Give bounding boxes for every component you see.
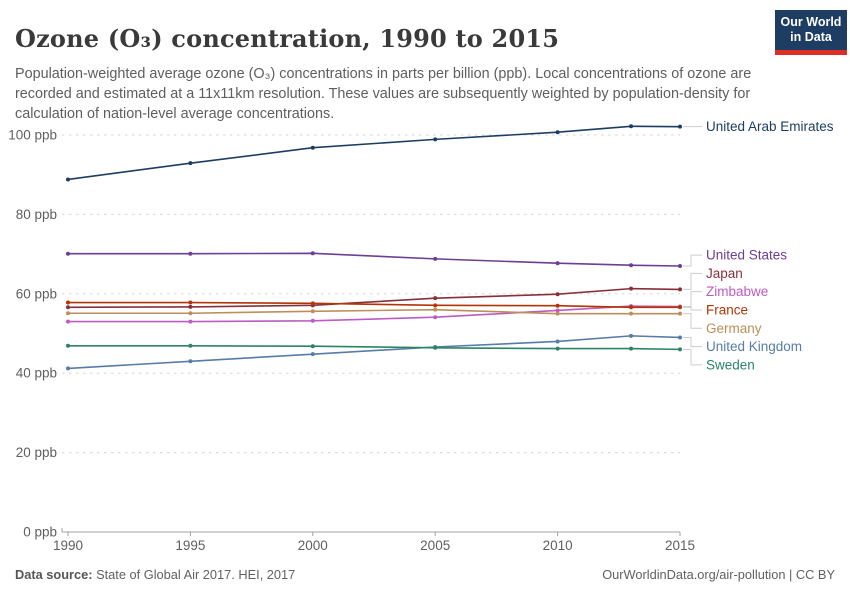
series-point-united-arab-emirates-2010[interactable] [555, 130, 560, 135]
series-point-sweden-2000[interactable] [310, 344, 315, 349]
series-label-sweden[interactable]: Sweden [706, 357, 755, 372]
series-line-sweden[interactable] [68, 345, 681, 351]
series-point-united-kingdom-2013[interactable] [629, 333, 634, 338]
series-line-germany[interactable] [68, 308, 680, 315]
series-point-zimbabwe-2005[interactable] [433, 315, 438, 320]
page-footer: Data source: State of Global Air 2017. H… [15, 567, 835, 582]
series-point-united-arab-emirates-2000[interactable] [310, 145, 315, 150]
series-point-united-states-2005[interactable] [433, 256, 438, 261]
x-tick-label-1990: 1990 [53, 538, 83, 553]
series-label-connector-united-kingdom [683, 336, 702, 348]
series-label-zimbabwe[interactable]: Zimbabwe [706, 284, 768, 299]
series-label-united-states[interactable]: United States [706, 248, 787, 263]
series-label-france[interactable]: France [706, 302, 748, 317]
series-point-germany-1995[interactable] [188, 311, 193, 316]
series-label-connector-zimbabwe [683, 291, 702, 308]
series-point-united-kingdom-1990[interactable] [66, 366, 70, 371]
series-point-japan-2010[interactable] [555, 292, 560, 297]
series-point-france-1995[interactable] [188, 300, 193, 305]
series-line-united-states[interactable] [68, 252, 681, 267]
series-point-zimbabwe-2000[interactable] [310, 318, 315, 323]
series-point-united-states-1995[interactable] [188, 251, 193, 256]
owid-logo[interactable]: Our World in Data [775, 10, 847, 55]
series-point-united-kingdom-2010[interactable] [555, 339, 560, 344]
series-point-germany-2005[interactable] [433, 307, 438, 312]
series-point-france-2015[interactable] [678, 305, 682, 310]
series-point-germany-2010[interactable] [555, 311, 560, 316]
series-point-united-states-2010[interactable] [555, 261, 560, 266]
series-label-connector-sweden [683, 348, 702, 366]
series-label-connector-germany [683, 313, 702, 329]
chart-title: Ozone (O₃) concentration, 1990 to 2015 [15, 24, 560, 54]
footer-license-link[interactable]: OurWorldinData.org/air-pollution | CC BY [602, 567, 835, 582]
x-tick-label-2005: 2005 [420, 538, 450, 553]
series-label-germany[interactable]: Germany [706, 321, 762, 336]
x-tick-label-2000: 2000 [298, 538, 328, 553]
series-point-zimbabwe-2010[interactable] [555, 308, 560, 313]
data-source-label: Data source: [15, 567, 93, 582]
series-point-united-arab-emirates-1995[interactable] [188, 161, 193, 166]
y-tick-label-20: 20 ppb [16, 445, 57, 460]
data-source-text: State of Global Air 2017. HEI, 2017 [92, 567, 296, 582]
series-point-sweden-1990[interactable] [66, 343, 70, 348]
series-point-united-states-2013[interactable] [629, 263, 634, 268]
series-point-sweden-2015[interactable] [678, 347, 682, 352]
y-tick-label-100: 100 ppb [8, 128, 57, 143]
owid-logo-line2: in Data [790, 30, 832, 44]
series-label-connector-france [683, 306, 702, 311]
series-point-united-arab-emirates-2015[interactable] [678, 124, 682, 129]
series-line-united-kingdom[interactable] [67, 335, 681, 370]
y-tick-label-0: 0 ppb [23, 525, 57, 540]
series-point-germany-1990[interactable] [66, 311, 70, 316]
series-point-zimbabwe-1995[interactable] [188, 319, 193, 324]
series-point-united-arab-emirates-2013[interactable] [629, 124, 634, 129]
series-point-united-arab-emirates-1990[interactable] [66, 177, 70, 182]
series-point-united-states-1990[interactable] [66, 251, 70, 256]
y-tick-label-80: 80 ppb [16, 207, 57, 222]
series-point-united-kingdom-1995[interactable] [188, 359, 193, 364]
series-point-france-2000[interactable] [310, 301, 315, 306]
data-source-note: Data source: State of Global Air 2017. H… [15, 567, 295, 582]
x-tick-label-2010: 2010 [543, 538, 573, 553]
series-point-france-2005[interactable] [433, 303, 438, 308]
y-tick-label-60: 60 ppb [16, 286, 57, 301]
series-point-zimbabwe-1990[interactable] [66, 319, 70, 324]
series-point-united-kingdom-2000[interactable] [310, 352, 315, 357]
series-point-japan-2013[interactable] [629, 286, 634, 291]
series-point-united-states-2015[interactable] [678, 264, 682, 269]
series-label-japan[interactable]: Japan [706, 266, 743, 281]
series-point-united-states-2000[interactable] [310, 251, 315, 256]
series-label-united-kingdom[interactable]: United Kingdom [706, 339, 802, 354]
series-point-japan-2015[interactable] [678, 287, 682, 292]
x-tick-label-1995: 1995 [175, 538, 205, 553]
y-tick-label-40: 40 ppb [16, 366, 57, 381]
series-line-united-arab-emirates[interactable] [67, 125, 681, 181]
series-point-france-2013[interactable] [629, 305, 634, 310]
chart-subtitle: Population-weighted average ozone (O₃) c… [15, 66, 752, 123]
series-point-sweden-2010[interactable] [555, 346, 560, 351]
series-point-germany-2015[interactable] [678, 311, 682, 316]
series-point-sweden-2013[interactable] [629, 346, 634, 351]
series-point-sweden-2005[interactable] [433, 345, 438, 350]
series-point-japan-2005[interactable] [433, 296, 438, 301]
series-point-france-2010[interactable] [555, 303, 560, 308]
series-point-germany-2013[interactable] [629, 311, 634, 316]
series-label-connector-united-states [683, 254, 702, 267]
series-point-united-arab-emirates-2005[interactable] [433, 137, 438, 142]
series-label-connector-japan [683, 272, 702, 290]
series-point-france-1990[interactable] [66, 300, 70, 305]
series-point-germany-2000[interactable] [310, 309, 315, 314]
owid-logo-line1: Our World [780, 15, 842, 30]
series-point-sweden-1995[interactable] [188, 343, 193, 348]
series-label-united-arab-emirates[interactable]: United Arab Emirates [706, 119, 834, 134]
series-point-united-kingdom-2015[interactable] [678, 335, 682, 340]
x-tick-label-2015: 2015 [665, 538, 695, 553]
series-point-japan-1990[interactable] [66, 305, 70, 310]
series-point-japan-1995[interactable] [188, 304, 193, 309]
